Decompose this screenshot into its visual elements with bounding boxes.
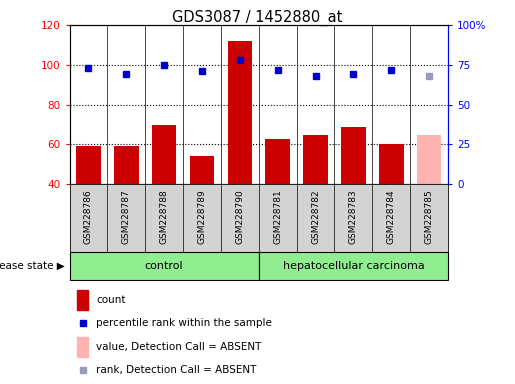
Bar xyxy=(114,146,139,184)
Text: GSM228782: GSM228782 xyxy=(311,190,320,244)
Text: GSM228788: GSM228788 xyxy=(160,190,168,245)
Bar xyxy=(417,134,441,184)
Text: GSM228790: GSM228790 xyxy=(235,190,244,245)
Bar xyxy=(379,144,404,184)
Text: GDS3087 / 1452880_at: GDS3087 / 1452880_at xyxy=(173,10,342,26)
Text: percentile rank within the sample: percentile rank within the sample xyxy=(96,318,272,328)
Bar xyxy=(265,139,290,184)
Bar xyxy=(341,127,366,184)
Text: control: control xyxy=(145,261,183,271)
Text: GSM228781: GSM228781 xyxy=(273,190,282,245)
Bar xyxy=(303,134,328,184)
Text: GSM228787: GSM228787 xyxy=(122,190,131,245)
Bar xyxy=(77,290,89,310)
Text: disease state ▶: disease state ▶ xyxy=(0,261,64,271)
Bar xyxy=(228,41,252,184)
Text: GSM228785: GSM228785 xyxy=(425,190,434,245)
Bar xyxy=(152,124,177,184)
Text: hepatocellular carcinoma: hepatocellular carcinoma xyxy=(283,261,424,271)
Text: rank, Detection Call = ABSENT: rank, Detection Call = ABSENT xyxy=(96,365,256,376)
Bar xyxy=(77,337,89,357)
Bar xyxy=(259,252,448,280)
Bar xyxy=(70,252,259,280)
Bar xyxy=(76,146,101,184)
Text: GSM228786: GSM228786 xyxy=(84,190,93,245)
Text: GSM228789: GSM228789 xyxy=(198,190,207,245)
Text: value, Detection Call = ABSENT: value, Detection Call = ABSENT xyxy=(96,342,262,352)
Text: GSM228784: GSM228784 xyxy=(387,190,396,244)
Text: count: count xyxy=(96,295,126,305)
Text: GSM228783: GSM228783 xyxy=(349,190,358,245)
Bar xyxy=(190,156,214,184)
